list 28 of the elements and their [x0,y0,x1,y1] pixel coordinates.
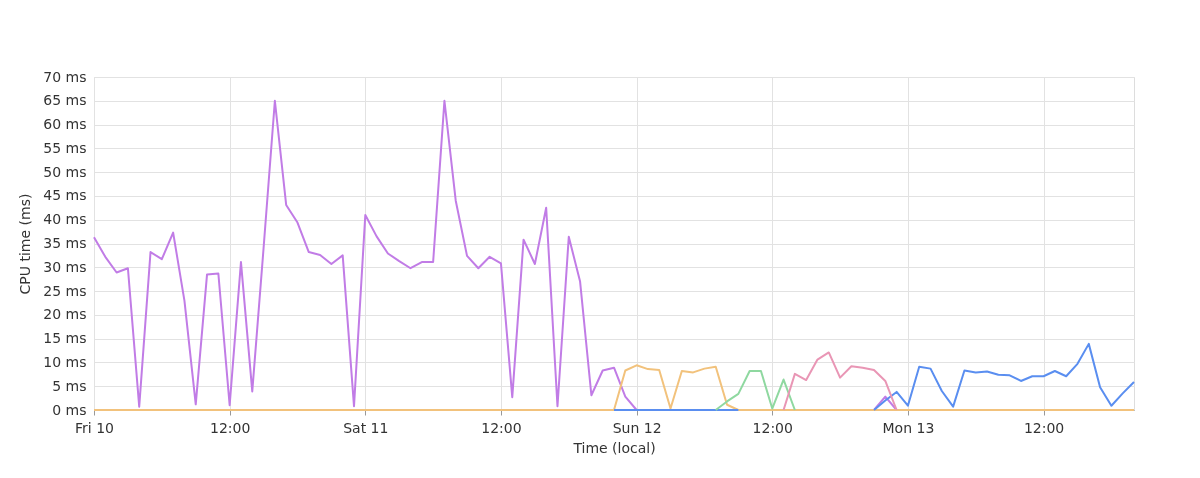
y-tick-label: 20 ms [43,306,87,323]
y-axis-title: CPU time (ms) [17,193,34,295]
y-tick-label: 10 ms [43,353,87,370]
x-tick-label: 12:00 [209,419,251,436]
y-tick-label: 0 ms [52,401,87,418]
line-series [93,364,1135,411]
x-tick-label: Sat 11 [343,419,389,436]
y-tick-label: 35 ms [43,235,87,251]
y-tick-label: 5 ms [52,377,87,394]
y-tick-label: 30 ms [43,258,87,275]
x-tick-label: 12:00 [752,419,793,436]
x-tick-label: Mon 13 [882,419,935,436]
x-tick-label: Sun 12 [612,419,662,436]
x-tick-label: 12:00 [481,419,522,436]
y-tick-label: 65 ms [43,92,87,109]
x-tick-label: Fri 10 [75,419,114,436]
x-axis-title: Time (local) [572,439,656,456]
line-series [714,369,796,411]
y-tick-label: 45 ms [43,187,87,204]
y-tick-label: 25 ms [43,282,87,299]
x-tick-label: 12:00 [1023,419,1065,436]
y-tick-label: 50 ms [43,163,87,180]
y-tick-label: 55 ms [43,139,87,156]
y-tick-label: 70 ms [43,68,87,85]
y-tick-label: 60 ms [43,116,87,133]
line-series [782,351,898,411]
y-tick-label: 15 ms [43,330,87,347]
y-tick-label: 40 ms [43,211,87,228]
